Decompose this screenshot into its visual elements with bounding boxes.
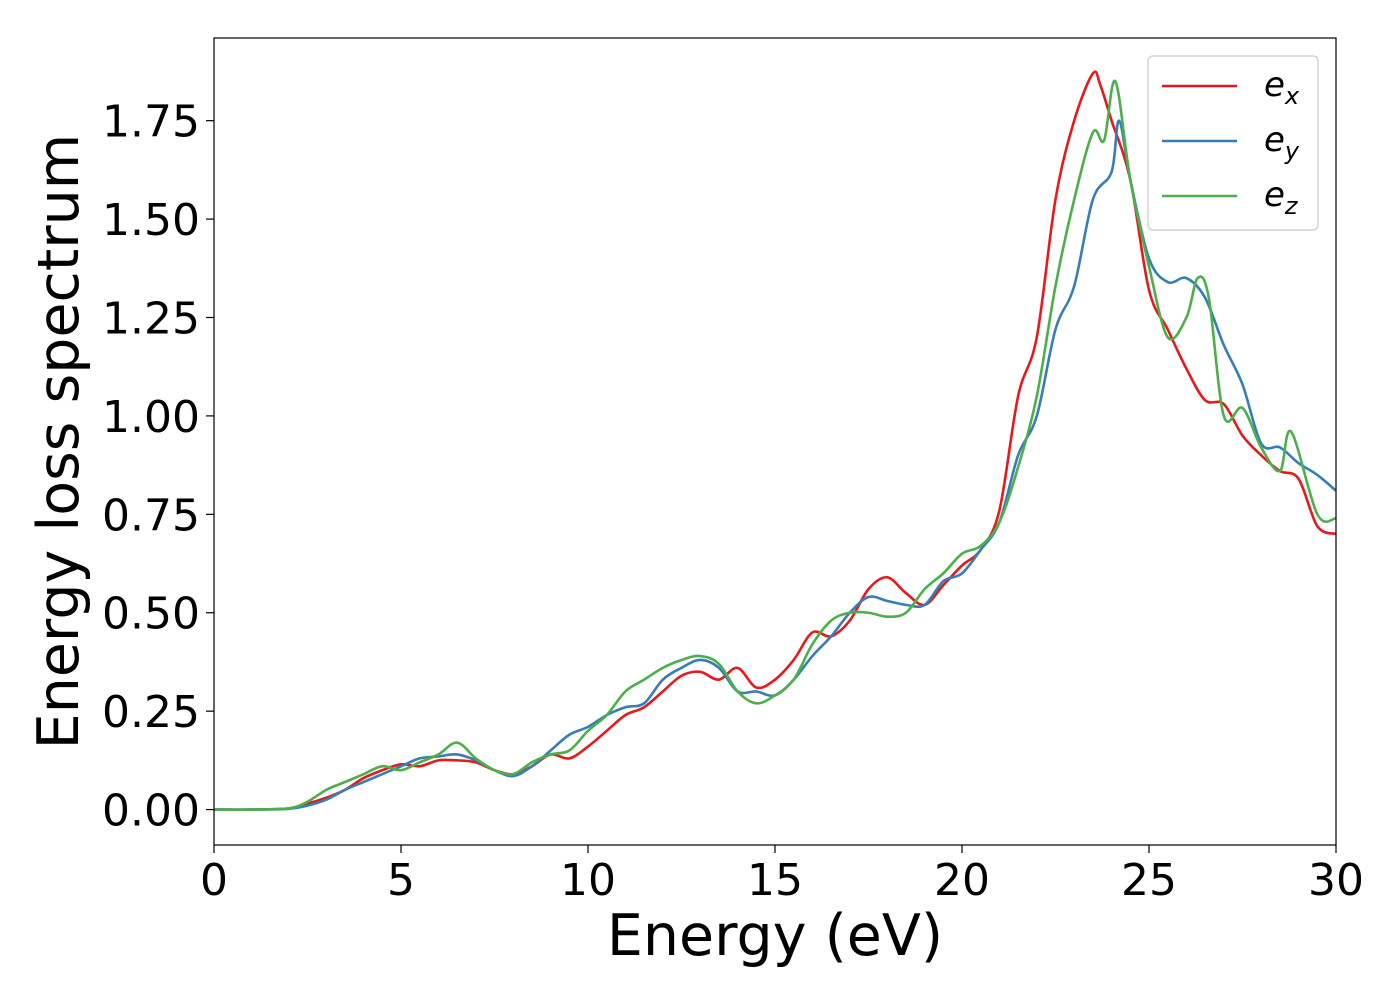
series-lines (214, 70, 1336, 811)
legend-label-base: e (1264, 120, 1285, 160)
legend-label-subscript: x (1284, 82, 1300, 110)
legend-label-base: e (1264, 175, 1285, 215)
legend-label-subscript: y (1284, 137, 1300, 165)
x-tick-label: 10 (560, 855, 616, 906)
x-tick-label: 5 (387, 855, 415, 906)
legend-box (1147, 55, 1319, 231)
y-tick-label: 1.00 (102, 392, 200, 443)
x-axis-ticks: 0 5 10 15 20 25 30 (200, 845, 1364, 906)
x-tick-label: 0 (200, 855, 228, 906)
legend-label-y: ey (1264, 120, 1300, 165)
y-tick-label: 0.50 (102, 589, 200, 640)
y-tick-label: 0.00 (102, 786, 200, 837)
y-tick-label: 0.25 (102, 687, 200, 738)
series-line-z (214, 79, 1336, 811)
legend-label-x: ex (1264, 65, 1300, 110)
y-tick-label: 1.25 (102, 293, 200, 344)
x-tick-label: 20 (934, 855, 990, 906)
x-tick-label: 30 (1308, 855, 1364, 906)
legend-label-base: e (1264, 65, 1285, 105)
x-tick-label: 15 (747, 855, 803, 906)
y-tick-label: 1.75 (102, 97, 200, 148)
y-axis-label: Energy loss spectrum (26, 134, 92, 750)
x-axis-label: Energy (eV) (607, 903, 943, 969)
series-line-y (214, 119, 1336, 811)
y-tick-label: 1.50 (102, 195, 200, 246)
y-axis-ticks: 0.00 0.25 0.50 0.75 1.00 1.25 1.50 1.75 (102, 97, 214, 837)
series-line-x (214, 70, 1336, 811)
legend-label-z: ez (1264, 175, 1299, 220)
legend-label-subscript: z (1284, 192, 1299, 220)
x-tick-label: 25 (1121, 855, 1177, 906)
y-tick-label: 0.75 (102, 490, 200, 541)
